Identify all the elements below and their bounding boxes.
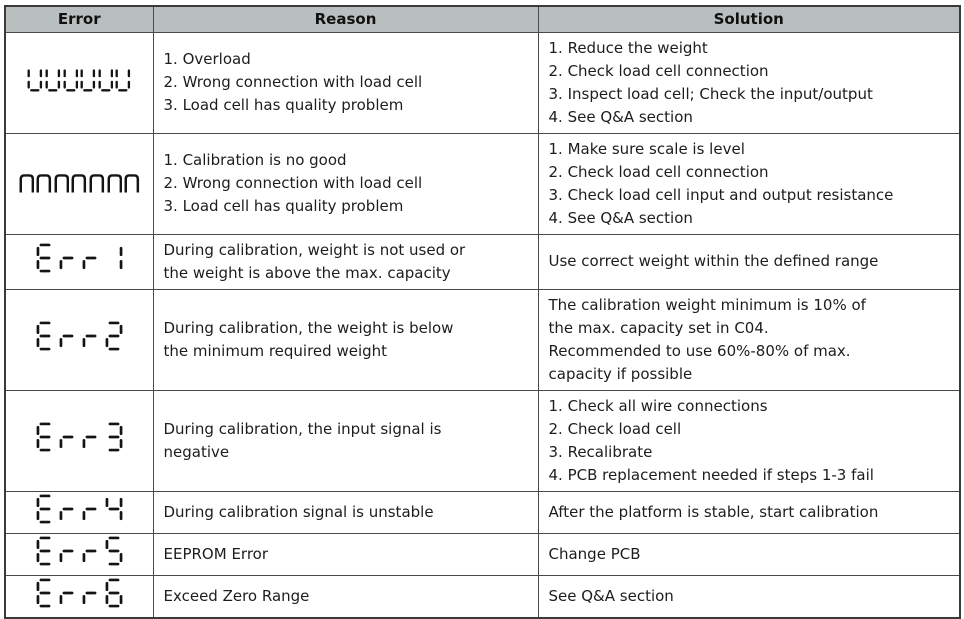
error-code-display <box>36 243 123 273</box>
lcd-digit <box>107 174 122 193</box>
solution-cell: 1. Check all wire connections 2. Check l… <box>537 389 961 492</box>
table-row: 1. Calibration is no good 2. Wrong conne… <box>4 132 961 235</box>
lcd-digit <box>105 497 123 520</box>
header-solution: Solution <box>537 5 961 33</box>
lcd-digit <box>36 174 52 193</box>
header-error: Error <box>4 5 154 33</box>
lcd-digit <box>108 422 123 452</box>
lcd-digit <box>119 246 123 270</box>
error-code-cell <box>4 574 154 618</box>
error-code-cell <box>4 532 154 576</box>
lcd-digit <box>82 507 97 520</box>
lcd-digit <box>82 334 97 348</box>
reason-cell: 1. Calibration is no good 2. Wrong conne… <box>152 132 539 235</box>
lcd-digit <box>80 69 96 92</box>
solution-cell: After the platform is stable, start cali… <box>537 490 961 534</box>
table-body: 1. Overload 2. Wrong connection with loa… <box>4 31 961 618</box>
solution-cell: 1. Make sure scale is level 2. Check loa… <box>537 132 961 235</box>
error-reference-table: Error Reason Solution 1. Overload 2. Wro… <box>4 5 961 619</box>
lcd-digit <box>89 174 105 193</box>
table-row: During calibration, weight is not used o… <box>4 233 961 290</box>
lcd-digit <box>59 591 74 604</box>
lcd-digit <box>59 507 74 520</box>
lcd-digit <box>59 549 74 562</box>
lcd-digit <box>27 69 43 92</box>
header-row: Error Reason Solution <box>4 5 961 33</box>
lcd-digit <box>36 494 51 523</box>
error-code-display <box>36 321 123 351</box>
lcd-digit <box>105 536 123 565</box>
reason-cell: During calibration, the weight is below … <box>152 288 539 391</box>
error-code-cell <box>4 31 154 134</box>
lcd-digit <box>105 578 123 607</box>
lcd-digit <box>36 321 51 351</box>
lcd-digit <box>54 174 69 193</box>
solution-cell: The calibration weight minimum is 10% of… <box>537 288 961 391</box>
reason-cell: During calibration, weight is not used o… <box>152 233 539 290</box>
table-header: Error Reason Solution <box>4 5 961 33</box>
lcd-digit <box>19 174 34 193</box>
error-code-cell <box>4 490 154 534</box>
error-code-display <box>36 536 123 566</box>
lcd-digit <box>98 69 113 92</box>
solution-cell: 1. Reduce the weight 2. Check load cell … <box>537 31 961 134</box>
table-row: During calibration, the weight is below … <box>4 288 961 391</box>
lcd-digit <box>36 578 51 607</box>
table-row: 1. Overload 2. Wrong connection with loa… <box>4 31 961 134</box>
table-row: During calibration, the input signal is … <box>4 389 961 492</box>
lcd-digit <box>82 435 97 449</box>
error-code-display <box>27 66 131 92</box>
lcd-digit <box>45 69 61 92</box>
error-code-display <box>36 578 123 608</box>
lcd-digit <box>82 591 97 604</box>
error-code-display <box>36 422 123 452</box>
table-row: Exceed Zero Range See Q&A section <box>4 574 961 618</box>
lcd-digit <box>105 321 123 351</box>
lcd-digit <box>124 174 140 193</box>
error-code-cell <box>4 389 154 492</box>
lcd-digit <box>63 69 78 92</box>
error-code-cell <box>4 233 154 290</box>
reason-cell: 1. Overload 2. Wrong connection with loa… <box>152 31 539 134</box>
reason-cell: Exceed Zero Range <box>152 574 539 618</box>
lcd-digit <box>36 243 51 273</box>
header-reason: Reason <box>152 5 539 33</box>
lcd-digit <box>59 256 74 270</box>
error-code-cell <box>4 132 154 235</box>
error-code-display <box>36 494 123 524</box>
lcd-digit <box>82 549 97 562</box>
lcd-digit <box>115 69 131 92</box>
lcd-digit <box>71 174 87 193</box>
reason-cell: During calibration, the input signal is … <box>152 389 539 492</box>
reason-cell: During calibration signal is unstable <box>152 490 539 534</box>
lcd-digit <box>59 334 74 348</box>
solution-cell: Use correct weight within the defined ra… <box>537 233 961 290</box>
lcd-digit <box>59 435 74 449</box>
lcd-digit <box>82 256 97 270</box>
table-row: During calibration signal is unstable Aft… <box>4 490 961 534</box>
solution-cell: Change PCB <box>537 532 961 576</box>
table-row: EEPROM Error Change PCB <box>4 532 961 576</box>
lcd-digit <box>36 536 51 565</box>
solution-cell: See Q&A section <box>537 574 961 618</box>
reason-cell: EEPROM Error <box>152 532 539 576</box>
error-code-display <box>19 167 140 193</box>
lcd-digit <box>36 422 51 452</box>
error-code-cell <box>4 288 154 391</box>
